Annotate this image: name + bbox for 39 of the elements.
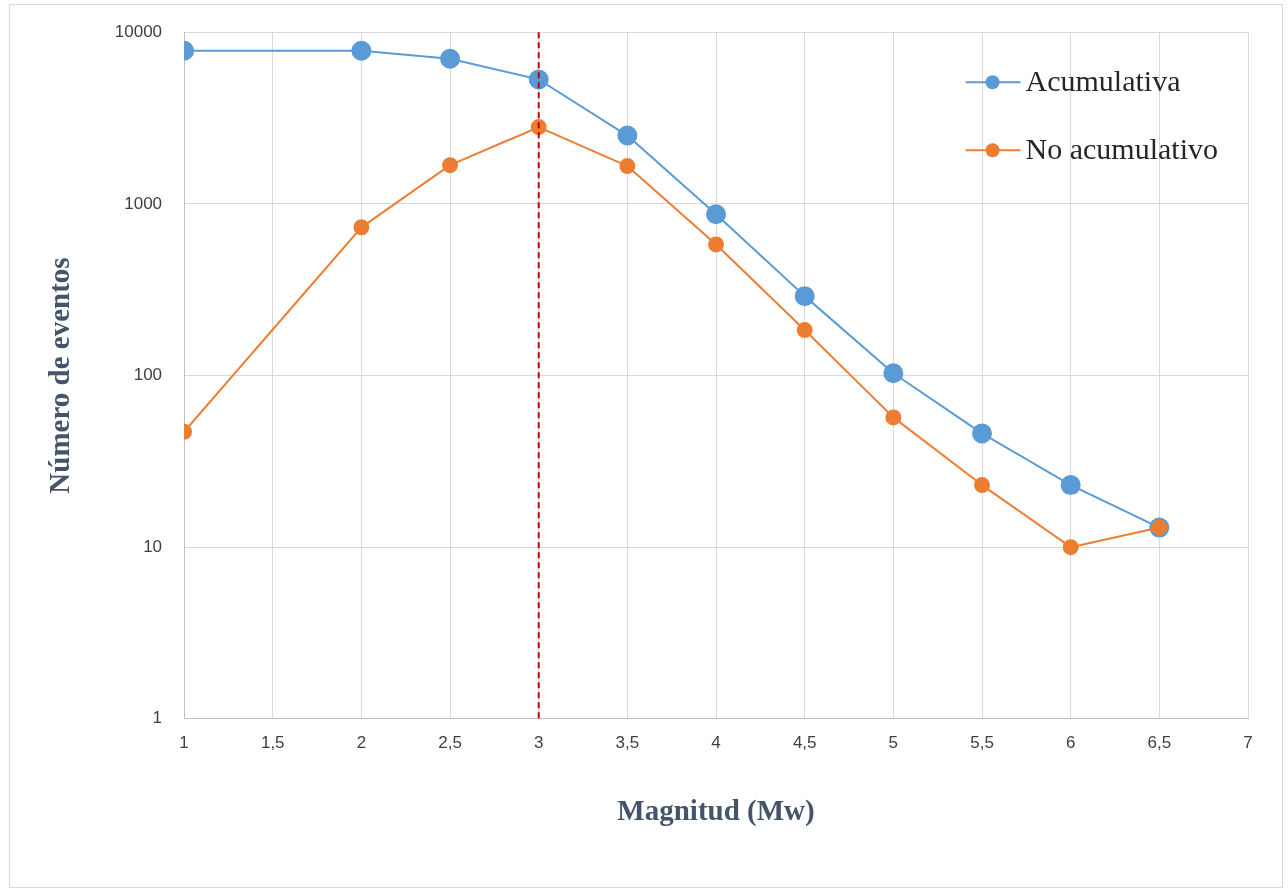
x-tick-label: 4,5 xyxy=(792,732,817,752)
point xyxy=(794,286,815,307)
y-tick-label: 10000 xyxy=(114,21,163,41)
legend-label: Acumulativa xyxy=(1025,64,1181,98)
x-tick-label: 4 xyxy=(711,732,721,752)
point xyxy=(1060,475,1081,496)
point xyxy=(440,48,461,69)
y-tick-label: 10 xyxy=(143,536,163,556)
x-tick-label: 7 xyxy=(1243,732,1253,752)
point xyxy=(442,157,459,174)
x-tick-label: 5 xyxy=(888,732,899,752)
point xyxy=(528,69,549,90)
point xyxy=(619,158,636,175)
y-tick-label: 1000 xyxy=(124,193,163,213)
point xyxy=(708,236,725,253)
point xyxy=(796,322,813,339)
x-tick-label: 3 xyxy=(533,732,544,752)
y-axis-title: Número de eventos xyxy=(42,257,75,494)
legend-label: No acumulativo xyxy=(1025,132,1218,166)
point xyxy=(1062,539,1079,556)
point xyxy=(351,40,372,61)
point xyxy=(353,219,370,236)
point xyxy=(972,423,993,444)
point xyxy=(706,204,727,225)
y-tick-label: 1 xyxy=(152,708,163,728)
x-tick-label: 3,5 xyxy=(615,732,640,752)
x-tick-label: 2 xyxy=(356,732,367,752)
x-tick-label: 1,5 xyxy=(260,732,285,752)
y-tick-label: 100 xyxy=(133,365,163,385)
point xyxy=(883,363,904,384)
x-tick-label: 1 xyxy=(179,732,189,752)
x-tick-label: 6 xyxy=(1065,732,1076,752)
point xyxy=(974,477,991,494)
point xyxy=(885,409,902,426)
x-tick-label: 5,5 xyxy=(970,732,994,752)
x-tick-label: 6,5 xyxy=(1147,732,1172,752)
x-axis-title: Magnitud (Mw) xyxy=(617,794,815,828)
point xyxy=(617,125,638,146)
x-tick-label: 2,5 xyxy=(438,732,462,752)
